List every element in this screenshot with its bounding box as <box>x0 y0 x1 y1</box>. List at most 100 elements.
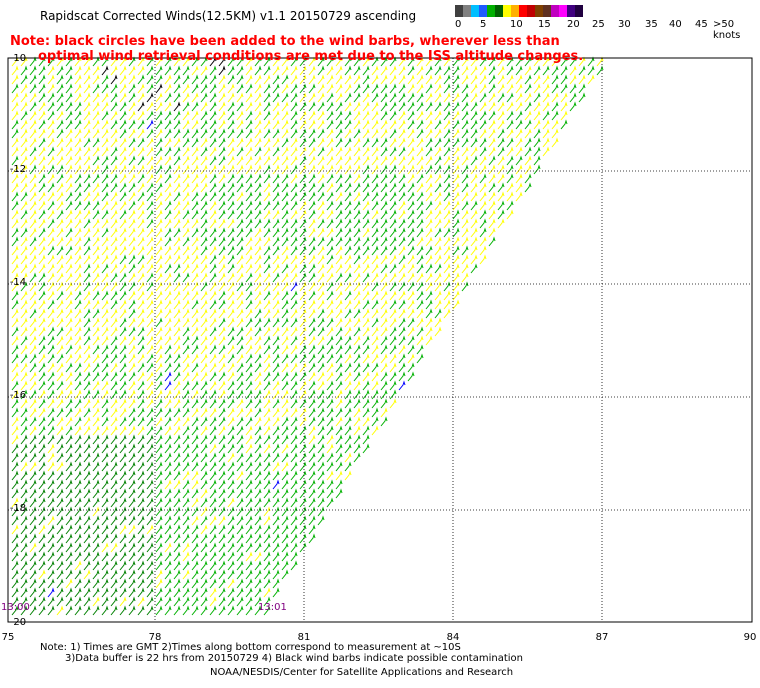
wind-barb <box>245 326 253 337</box>
wind-barb <box>101 308 109 319</box>
legend-swatch <box>543 5 551 17</box>
wind-barb <box>344 407 352 418</box>
wind-barb <box>29 443 37 454</box>
wind-barb <box>488 137 496 148</box>
wind-barb <box>200 542 208 553</box>
wind-barb <box>281 452 289 463</box>
wind-barb <box>227 245 235 256</box>
wind-barb <box>317 218 325 229</box>
wind-barb <box>326 335 334 346</box>
wind-barb <box>209 488 217 499</box>
wind-barb <box>20 308 28 319</box>
wind-barb <box>344 83 352 94</box>
wind-barb <box>128 335 136 346</box>
wind-barb <box>137 407 145 418</box>
wind-barb <box>209 182 217 193</box>
wind-barb <box>101 533 109 544</box>
wind-barb <box>11 92 19 103</box>
wind-barb <box>542 146 550 157</box>
wind-barb <box>110 425 118 436</box>
wind-barb <box>254 83 262 94</box>
time-label-left: 13:00 <box>1 602 30 613</box>
wind-barb <box>47 542 55 553</box>
wind-barb <box>38 209 46 220</box>
wind-barb <box>146 191 154 202</box>
wind-barb <box>92 587 100 598</box>
wind-barb <box>434 137 442 148</box>
wind-barb <box>416 344 424 355</box>
wind-barb <box>254 218 262 229</box>
wind-barb <box>281 227 289 238</box>
wind-barb <box>308 371 316 382</box>
wind-barb <box>110 335 118 346</box>
wind-barb <box>407 56 415 67</box>
wind-barb <box>56 488 64 499</box>
wind-barb <box>272 299 280 310</box>
wind-barb <box>92 596 100 607</box>
wind-barb <box>146 569 154 580</box>
wind-barb <box>326 218 334 229</box>
wind-barb <box>11 407 19 418</box>
wind-barb <box>38 353 46 364</box>
wind-barb <box>353 164 361 175</box>
wind-barb <box>47 506 55 517</box>
wind-barb <box>65 299 73 310</box>
wind-barb <box>191 551 199 562</box>
wind-barb <box>542 65 550 76</box>
wind-barb <box>83 308 91 319</box>
wind-barb <box>164 146 172 157</box>
wind-barb <box>200 110 208 121</box>
wind-barb <box>353 425 361 436</box>
wind-barb <box>182 101 190 112</box>
wind-barb <box>137 173 145 184</box>
wind-barb <box>227 569 235 580</box>
wind-barb <box>11 353 19 364</box>
wind-barb <box>398 380 406 391</box>
wind-barb <box>497 74 505 85</box>
wind-barb <box>371 137 379 148</box>
wind-barb <box>119 299 127 310</box>
wind-barb <box>425 83 433 94</box>
wind-barb <box>155 191 163 202</box>
wind-barb <box>470 65 478 76</box>
wind-barb <box>407 155 415 166</box>
wind-barb <box>191 245 199 256</box>
wind-barb <box>191 416 199 427</box>
wind-barb <box>488 65 496 76</box>
wind-barb <box>272 362 280 373</box>
wind-barb <box>83 542 91 553</box>
wind-barb <box>353 380 361 391</box>
wind-barb <box>308 272 316 283</box>
wind-barb <box>371 254 379 265</box>
wind-barb <box>182 128 190 139</box>
wind-barb <box>245 479 253 490</box>
wind-barb <box>245 272 253 283</box>
wind-barb <box>398 326 406 337</box>
wind-barb <box>407 353 415 364</box>
wind-barb <box>74 470 82 481</box>
wind-barb <box>173 272 181 283</box>
wind-barb <box>38 101 46 112</box>
wind-barb <box>209 281 217 292</box>
wind-barb <box>308 353 316 364</box>
wind-barb <box>398 92 406 103</box>
wind-barb <box>92 344 100 355</box>
wind-barb <box>74 290 82 301</box>
wind-barb <box>164 290 172 301</box>
wind-barb <box>191 407 199 418</box>
wind-barb <box>191 434 199 445</box>
wind-barb <box>317 119 325 130</box>
wind-barb <box>74 335 82 346</box>
wind-barb <box>56 578 64 589</box>
wind-barb <box>155 587 163 598</box>
wind-barb <box>119 317 127 328</box>
wind-barb <box>209 209 217 220</box>
wind-barb <box>56 587 64 598</box>
wind-barb <box>407 272 415 283</box>
wind-barb <box>20 353 28 364</box>
wind-barb <box>119 452 127 463</box>
wind-barb <box>182 578 190 589</box>
wind-barb <box>317 425 325 436</box>
wind-barb <box>38 335 46 346</box>
wind-barb <box>92 515 100 526</box>
